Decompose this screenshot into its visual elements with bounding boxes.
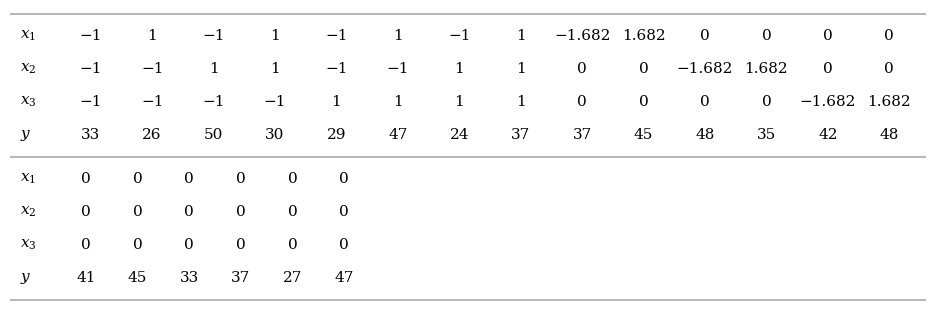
Text: 0: 0 [80,238,91,252]
Text: 30: 30 [265,128,285,142]
Text: 1: 1 [516,29,526,43]
Text: 0: 0 [700,95,709,109]
Text: 0: 0 [885,62,894,76]
Text: 1.682: 1.682 [868,95,911,109]
Text: $x_3$: $x_3$ [20,238,37,252]
Text: 33: 33 [180,271,198,285]
Text: 1: 1 [516,62,526,76]
Text: −1: −1 [202,29,225,43]
Text: −1: −1 [325,62,347,76]
Text: −1.682: −1.682 [677,62,733,76]
Text: 42: 42 [818,128,838,142]
Text: 47: 47 [388,128,407,142]
Text: 0: 0 [823,29,833,43]
Text: −1.682: −1.682 [799,95,856,109]
Text: −1.682: −1.682 [554,29,610,43]
Text: 0: 0 [287,172,298,186]
Text: 1: 1 [454,62,464,76]
Text: 35: 35 [757,128,776,142]
Text: 47: 47 [334,271,354,285]
Text: 0: 0 [339,238,349,252]
Text: 0: 0 [638,95,649,109]
Text: 1: 1 [516,95,526,109]
Text: 0: 0 [823,62,833,76]
Text: 45: 45 [128,271,147,285]
Text: 50: 50 [204,128,224,142]
Text: 48: 48 [695,128,715,142]
Text: 1: 1 [209,62,218,76]
Text: 0: 0 [133,238,142,252]
Text: 0: 0 [885,29,894,43]
Text: −1: −1 [80,62,102,76]
Text: 27: 27 [283,271,302,285]
Text: 0: 0 [80,172,91,186]
Text: 1: 1 [393,29,402,43]
Text: 45: 45 [634,128,653,142]
Text: −1: −1 [141,95,164,109]
Text: $x_2$: $x_2$ [20,62,37,76]
Text: 0: 0 [700,29,709,43]
Text: 0: 0 [236,238,246,252]
Text: 41: 41 [76,271,95,285]
Text: 0: 0 [287,205,298,219]
Text: 29: 29 [327,128,346,142]
Text: 1: 1 [331,95,342,109]
Text: 0: 0 [236,205,246,219]
Text: 0: 0 [133,172,142,186]
Text: −1: −1 [387,62,409,76]
Text: −1: −1 [202,95,225,109]
Text: 1: 1 [454,95,464,109]
Text: 1.682: 1.682 [622,29,665,43]
Text: 24: 24 [449,128,469,142]
Text: 48: 48 [880,128,899,142]
Text: 26: 26 [142,128,162,142]
Text: 0: 0 [133,205,142,219]
Text: 1: 1 [147,29,157,43]
Text: 37: 37 [231,271,251,285]
Text: 0: 0 [638,62,649,76]
Text: −1: −1 [141,62,164,76]
Text: 0: 0 [80,205,91,219]
Text: $y$: $y$ [20,271,31,286]
Text: 0: 0 [578,95,587,109]
Text: $x_1$: $x_1$ [20,171,36,186]
Text: $x_1$: $x_1$ [20,29,36,43]
Text: 33: 33 [81,128,100,142]
Text: 0: 0 [184,205,194,219]
Text: 0: 0 [287,238,298,252]
Text: 37: 37 [573,128,592,142]
Text: $x_3$: $x_3$ [20,95,37,109]
Text: −1: −1 [448,29,471,43]
Text: 1: 1 [271,29,280,43]
Text: 1: 1 [393,95,402,109]
Text: 1.682: 1.682 [745,62,788,76]
Text: −1: −1 [80,95,102,109]
Text: −1: −1 [264,95,286,109]
Text: 0: 0 [578,62,587,76]
Text: 1: 1 [271,62,280,76]
Text: 0: 0 [762,95,771,109]
Text: −1: −1 [80,29,102,43]
Text: $x_2$: $x_2$ [20,205,37,219]
Text: 0: 0 [236,172,246,186]
Text: 0: 0 [762,29,771,43]
Text: 0: 0 [339,205,349,219]
Text: 0: 0 [184,172,194,186]
Text: $y$: $y$ [20,128,31,143]
Text: 0: 0 [184,238,194,252]
Text: 0: 0 [339,172,349,186]
Text: 37: 37 [511,128,531,142]
Text: −1: −1 [325,29,347,43]
